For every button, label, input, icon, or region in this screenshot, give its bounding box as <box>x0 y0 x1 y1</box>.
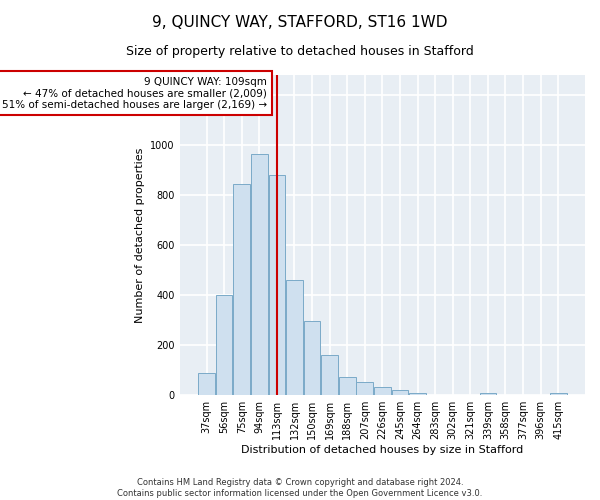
Bar <box>409 394 426 395</box>
Bar <box>550 393 566 395</box>
X-axis label: Distribution of detached houses by size in Stafford: Distribution of detached houses by size … <box>241 445 524 455</box>
Bar <box>339 377 356 395</box>
Bar <box>269 175 285 395</box>
Bar <box>356 382 373 395</box>
Text: 9, QUINCY WAY, STAFFORD, ST16 1WD: 9, QUINCY WAY, STAFFORD, ST16 1WD <box>152 15 448 30</box>
Bar <box>198 372 215 395</box>
Bar <box>251 154 268 395</box>
Bar <box>479 392 496 395</box>
Text: Contains HM Land Registry data © Crown copyright and database right 2024.
Contai: Contains HM Land Registry data © Crown c… <box>118 478 482 498</box>
Bar <box>233 184 250 395</box>
Text: Size of property relative to detached houses in Stafford: Size of property relative to detached ho… <box>126 45 474 58</box>
Bar <box>321 355 338 395</box>
Text: 9 QUINCY WAY: 109sqm
← 47% of detached houses are smaller (2,009)
51% of semi-de: 9 QUINCY WAY: 109sqm ← 47% of detached h… <box>2 76 267 110</box>
Bar <box>374 387 391 395</box>
Bar <box>216 295 232 395</box>
Bar <box>286 280 303 395</box>
Y-axis label: Number of detached properties: Number of detached properties <box>135 148 145 323</box>
Bar <box>392 390 409 395</box>
Bar <box>304 322 320 395</box>
